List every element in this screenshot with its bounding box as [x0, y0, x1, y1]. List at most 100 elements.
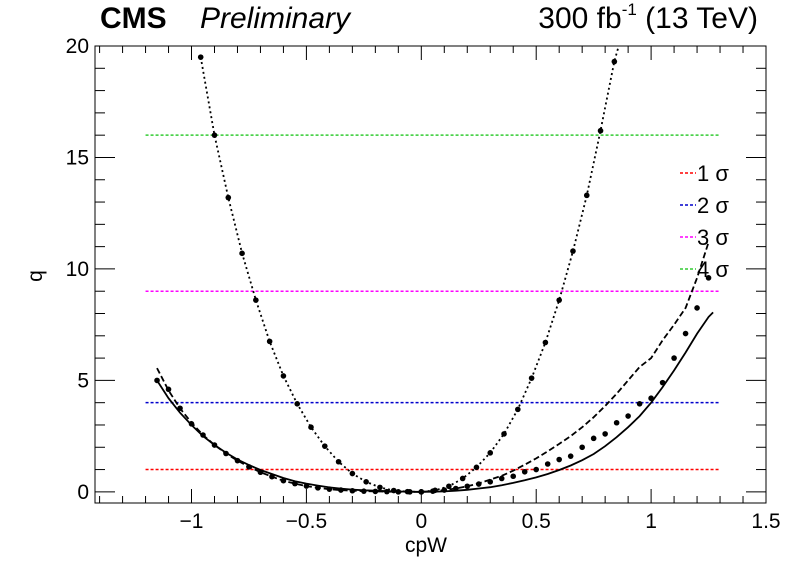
curve-dashed	[156, 241, 710, 493]
y-tick-label: 0	[77, 481, 89, 504]
data-point	[441, 487, 448, 493]
curve-dotted	[199, 46, 620, 493]
y-axis-title: q	[24, 270, 47, 282]
data-point	[671, 355, 677, 361]
data-point	[315, 485, 321, 491]
data-point	[361, 488, 367, 494]
x-tick-label: −1	[180, 510, 204, 533]
data-point	[292, 480, 298, 487]
data-point	[266, 338, 273, 345]
y-tick-label: 5	[77, 369, 89, 392]
data-point	[611, 58, 618, 65]
data-point	[321, 443, 328, 449]
data-point	[475, 481, 482, 487]
data-point	[556, 297, 562, 303]
data-point	[473, 464, 480, 471]
data-point	[363, 479, 369, 485]
y-tick-label: 10	[66, 258, 89, 281]
data-point	[404, 488, 411, 495]
tick-labels: −1 −0.5 0 0.5 1 1.5 0 5 10 15 20	[66, 35, 781, 533]
data-point	[280, 373, 287, 379]
data-point	[570, 248, 576, 254]
data-point	[223, 450, 229, 457]
plot-frame	[94, 45, 767, 504]
data-point	[395, 489, 402, 495]
data-point	[694, 305, 700, 311]
legend-label: 2 σ	[697, 193, 729, 218]
data-point	[625, 10, 631, 16]
data-point	[602, 431, 608, 437]
data-point	[498, 475, 505, 482]
data-point	[326, 486, 333, 492]
x-tick-label: 0	[415, 510, 427, 533]
data-point	[533, 466, 540, 473]
data-point	[705, 275, 712, 281]
data-point	[338, 487, 344, 493]
data-point	[452, 485, 459, 492]
data-point	[177, 405, 183, 412]
data-point	[308, 424, 314, 431]
data-point	[567, 453, 574, 459]
data-point	[501, 431, 507, 437]
data-point	[625, 413, 631, 419]
data-point	[269, 473, 275, 480]
x-tick-label: −0.5	[286, 510, 327, 533]
data-point	[225, 194, 232, 201]
x-axis-title: cpW	[405, 534, 447, 557]
data-point	[154, 377, 160, 384]
data-point	[682, 330, 689, 337]
axis-ticks	[95, 45, 767, 503]
data-point	[556, 456, 562, 463]
data-point	[432, 487, 438, 494]
data-points	[154, 10, 712, 495]
experiment-label: CMS	[100, 2, 167, 35]
data-point	[390, 487, 397, 494]
data-point	[659, 379, 666, 386]
x-tick-label: 1.5	[751, 510, 780, 533]
data-point	[280, 477, 287, 484]
data-point	[253, 297, 259, 303]
data-point	[165, 386, 172, 393]
status-label: Preliminary	[200, 2, 351, 35]
luminosity-label: 300 fb-1 (13 TeV)	[538, 0, 758, 36]
data-point	[590, 435, 597, 442]
data-point	[335, 458, 342, 465]
x-tick-label: 1	[645, 510, 657, 533]
data-point	[200, 432, 206, 438]
data-point	[579, 444, 585, 451]
data-point	[583, 192, 590, 199]
y-tick-label: 20	[66, 35, 89, 58]
data-point	[648, 395, 654, 402]
data-point	[459, 475, 466, 482]
data-point	[211, 442, 218, 448]
data-point	[234, 457, 241, 464]
data-point	[528, 375, 535, 381]
lumi-value: 300 fb	[538, 2, 622, 35]
data-point	[257, 469, 264, 476]
legend-label: 3 σ	[697, 225, 729, 250]
data-point	[636, 400, 643, 407]
y-tick-label: 15	[66, 146, 89, 169]
data-point	[197, 54, 204, 60]
data-point	[246, 464, 252, 470]
data-point	[188, 421, 195, 427]
data-point	[521, 468, 528, 475]
data-point	[384, 488, 390, 495]
data-point	[487, 479, 494, 485]
lumi-exponent: -1	[621, 0, 637, 19]
data-point	[464, 483, 471, 490]
curve-solid	[156, 311, 714, 493]
data-point	[377, 484, 383, 491]
data-point	[487, 450, 494, 456]
data-point	[418, 489, 425, 495]
data-point	[544, 461, 551, 467]
data-point	[597, 127, 604, 134]
data-point	[510, 473, 517, 480]
data-point	[542, 339, 549, 346]
data-point	[446, 483, 452, 490]
legend: 1 σ 2 σ 3 σ 4 σ	[680, 161, 729, 282]
data-point	[515, 406, 521, 413]
energy-label: (13 TeV)	[645, 2, 758, 35]
data-point	[239, 250, 245, 257]
